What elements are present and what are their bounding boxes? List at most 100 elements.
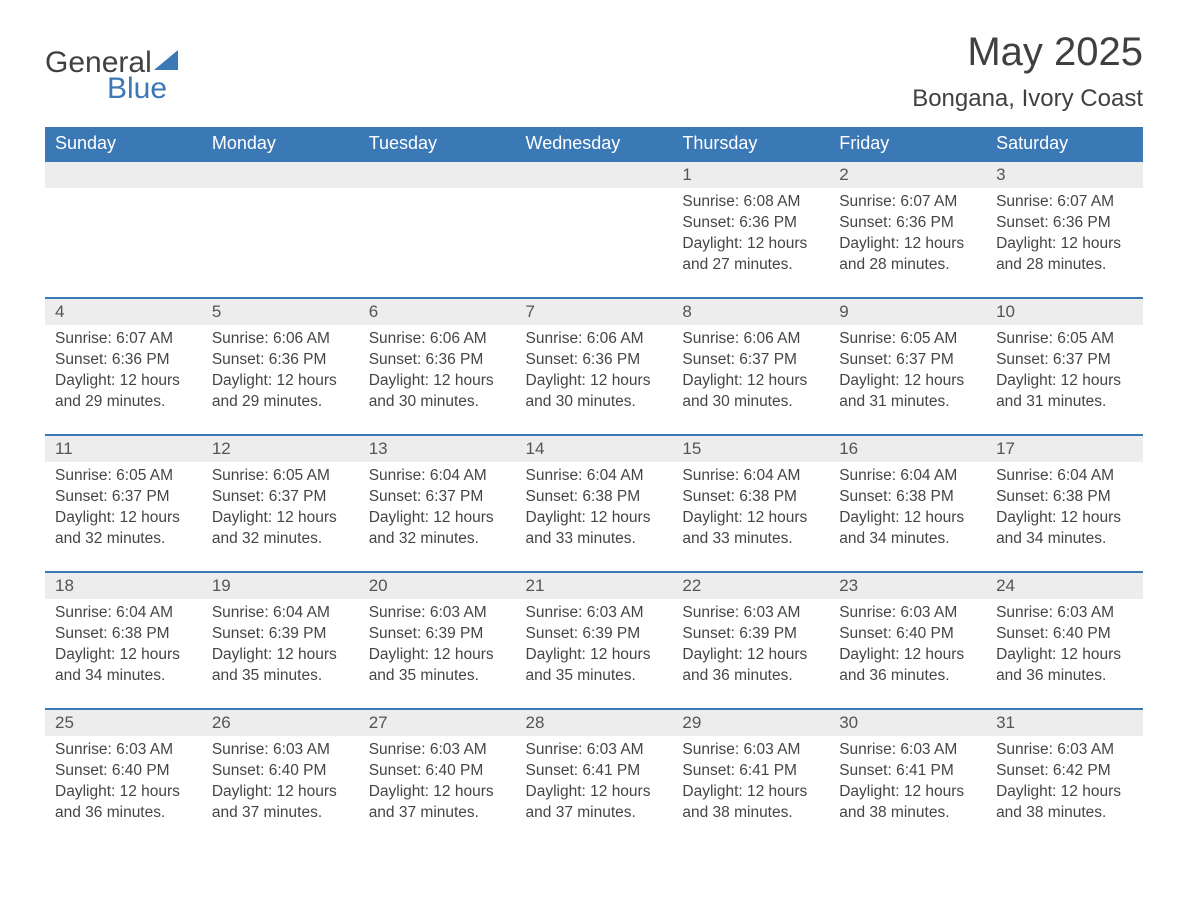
sunset-line: Sunset: 6:41 PM xyxy=(682,761,819,782)
sunset-line: Sunset: 6:40 PM xyxy=(369,761,506,782)
day-number-cell: 1 xyxy=(672,161,829,188)
day-content-cell: Sunrise: 6:03 AMSunset: 6:40 PMDaylight:… xyxy=(202,736,359,846)
day-number-cell: 12 xyxy=(202,435,359,462)
weekday-header: Saturday xyxy=(986,127,1143,161)
day-number-cell xyxy=(359,161,516,188)
day-content-cell: Sunrise: 6:04 AMSunset: 6:38 PMDaylight:… xyxy=(829,462,986,572)
sunrise-line: Sunrise: 6:04 AM xyxy=(839,466,976,487)
sunset-line: Sunset: 6:38 PM xyxy=(996,487,1133,508)
sunrise-line: Sunrise: 6:03 AM xyxy=(996,603,1133,624)
daynum-row: 18192021222324 xyxy=(45,572,1143,599)
day-content-cell: Sunrise: 6:06 AMSunset: 6:36 PMDaylight:… xyxy=(202,325,359,435)
logo-word2: Blue xyxy=(107,74,182,104)
daylight-line: Daylight: 12 hours and 34 minutes. xyxy=(55,645,192,687)
sunrise-line: Sunrise: 6:06 AM xyxy=(212,329,349,350)
sunrise-line: Sunrise: 6:04 AM xyxy=(996,466,1133,487)
sunrise-line: Sunrise: 6:03 AM xyxy=(682,603,819,624)
day-content-cell: Sunrise: 6:04 AMSunset: 6:37 PMDaylight:… xyxy=(359,462,516,572)
sunset-line: Sunset: 6:37 PM xyxy=(682,350,819,371)
daylight-line: Daylight: 12 hours and 36 minutes. xyxy=(55,782,192,824)
sunset-line: Sunset: 6:36 PM xyxy=(212,350,349,371)
day-number-cell: 7 xyxy=(516,298,673,325)
sunrise-line: Sunrise: 6:04 AM xyxy=(682,466,819,487)
sunset-line: Sunset: 6:41 PM xyxy=(526,761,663,782)
sunset-line: Sunset: 6:40 PM xyxy=(996,624,1133,645)
daylight-line: Daylight: 12 hours and 33 minutes. xyxy=(682,508,819,550)
weekday-header: Monday xyxy=(202,127,359,161)
day-content-cell: Sunrise: 6:03 AMSunset: 6:41 PMDaylight:… xyxy=(672,736,829,846)
day-number-cell: 30 xyxy=(829,709,986,736)
day-number-cell: 18 xyxy=(45,572,202,599)
sunset-line: Sunset: 6:37 PM xyxy=(839,350,976,371)
daylight-line: Daylight: 12 hours and 35 minutes. xyxy=(369,645,506,687)
daylight-line: Daylight: 12 hours and 27 minutes. xyxy=(682,234,819,276)
sunset-line: Sunset: 6:37 PM xyxy=(55,487,192,508)
sunset-line: Sunset: 6:41 PM xyxy=(839,761,976,782)
sunrise-line: Sunrise: 6:03 AM xyxy=(682,740,819,761)
day-number-cell: 13 xyxy=(359,435,516,462)
sunset-line: Sunset: 6:36 PM xyxy=(682,213,819,234)
day-number-cell: 27 xyxy=(359,709,516,736)
day-content-cell: Sunrise: 6:05 AMSunset: 6:37 PMDaylight:… xyxy=(45,462,202,572)
content-row: Sunrise: 6:04 AMSunset: 6:38 PMDaylight:… xyxy=(45,599,1143,709)
sunrise-line: Sunrise: 6:05 AM xyxy=(996,329,1133,350)
day-number-cell: 15 xyxy=(672,435,829,462)
sunset-line: Sunset: 6:39 PM xyxy=(526,624,663,645)
daylight-line: Daylight: 12 hours and 32 minutes. xyxy=(212,508,349,550)
day-number-cell: 24 xyxy=(986,572,1143,599)
daylight-line: Daylight: 12 hours and 35 minutes. xyxy=(212,645,349,687)
page-title: May 2025 xyxy=(912,30,1143,75)
daylight-line: Daylight: 12 hours and 37 minutes. xyxy=(212,782,349,824)
day-number-cell: 16 xyxy=(829,435,986,462)
day-content-cell: Sunrise: 6:03 AMSunset: 6:40 PMDaylight:… xyxy=(829,599,986,709)
daylight-line: Daylight: 12 hours and 32 minutes. xyxy=(369,508,506,550)
day-content-cell: Sunrise: 6:06 AMSunset: 6:36 PMDaylight:… xyxy=(516,325,673,435)
daylight-line: Daylight: 12 hours and 38 minutes. xyxy=(839,782,976,824)
day-content-cell: Sunrise: 6:05 AMSunset: 6:37 PMDaylight:… xyxy=(829,325,986,435)
day-content-cell: Sunrise: 6:03 AMSunset: 6:39 PMDaylight:… xyxy=(516,599,673,709)
day-number-cell: 8 xyxy=(672,298,829,325)
sunrise-line: Sunrise: 6:07 AM xyxy=(839,192,976,213)
sunset-line: Sunset: 6:40 PM xyxy=(839,624,976,645)
daylight-line: Daylight: 12 hours and 37 minutes. xyxy=(526,782,663,824)
day-content-cell: Sunrise: 6:03 AMSunset: 6:39 PMDaylight:… xyxy=(672,599,829,709)
day-content-cell: Sunrise: 6:03 AMSunset: 6:39 PMDaylight:… xyxy=(359,599,516,709)
day-number-cell: 6 xyxy=(359,298,516,325)
daylight-line: Daylight: 12 hours and 36 minutes. xyxy=(682,645,819,687)
sunset-line: Sunset: 6:38 PM xyxy=(55,624,192,645)
sunset-line: Sunset: 6:39 PM xyxy=(369,624,506,645)
sunrise-line: Sunrise: 6:04 AM xyxy=(212,603,349,624)
day-number-cell: 2 xyxy=(829,161,986,188)
day-content-cell: Sunrise: 6:04 AMSunset: 6:38 PMDaylight:… xyxy=(986,462,1143,572)
sunrise-line: Sunrise: 6:03 AM xyxy=(369,740,506,761)
day-content-cell xyxy=(516,188,673,298)
sunrise-line: Sunrise: 6:06 AM xyxy=(526,329,663,350)
day-number-cell: 5 xyxy=(202,298,359,325)
sunrise-line: Sunrise: 6:06 AM xyxy=(369,329,506,350)
day-number-cell: 23 xyxy=(829,572,986,599)
day-number-cell: 21 xyxy=(516,572,673,599)
weekday-header-row: Sunday Monday Tuesday Wednesday Thursday… xyxy=(45,127,1143,161)
weekday-header: Friday xyxy=(829,127,986,161)
sunrise-line: Sunrise: 6:03 AM xyxy=(55,740,192,761)
sunset-line: Sunset: 6:40 PM xyxy=(212,761,349,782)
content-row: Sunrise: 6:08 AMSunset: 6:36 PMDaylight:… xyxy=(45,188,1143,298)
day-number-cell: 10 xyxy=(986,298,1143,325)
day-number-cell: 4 xyxy=(45,298,202,325)
sunset-line: Sunset: 6:38 PM xyxy=(526,487,663,508)
sunrise-line: Sunrise: 6:08 AM xyxy=(682,192,819,213)
day-content-cell: Sunrise: 6:07 AMSunset: 6:36 PMDaylight:… xyxy=(45,325,202,435)
day-number-cell: 11 xyxy=(45,435,202,462)
day-content-cell xyxy=(45,188,202,298)
sunset-line: Sunset: 6:38 PM xyxy=(682,487,819,508)
daylight-line: Daylight: 12 hours and 38 minutes. xyxy=(682,782,819,824)
sunrise-line: Sunrise: 6:03 AM xyxy=(369,603,506,624)
daylight-line: Daylight: 12 hours and 29 minutes. xyxy=(212,371,349,413)
daylight-line: Daylight: 12 hours and 34 minutes. xyxy=(839,508,976,550)
day-content-cell: Sunrise: 6:04 AMSunset: 6:38 PMDaylight:… xyxy=(672,462,829,572)
sunrise-line: Sunrise: 6:04 AM xyxy=(55,603,192,624)
sunrise-line: Sunrise: 6:03 AM xyxy=(839,603,976,624)
logo: General Blue xyxy=(45,30,182,104)
weekday-header: Tuesday xyxy=(359,127,516,161)
daylight-line: Daylight: 12 hours and 31 minutes. xyxy=(996,371,1133,413)
